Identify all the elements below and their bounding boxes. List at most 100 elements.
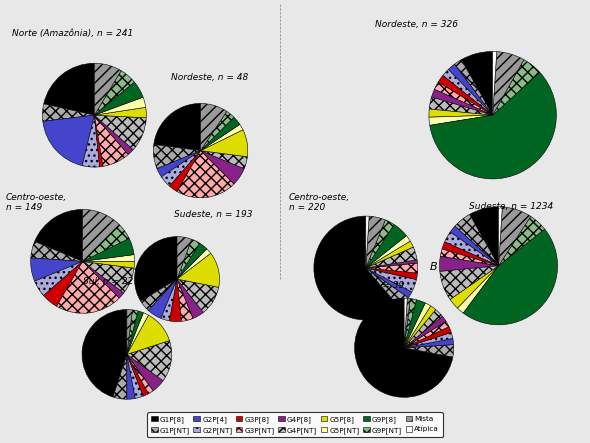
Wedge shape <box>404 310 442 348</box>
Text: A: A <box>135 262 142 272</box>
Wedge shape <box>127 310 133 354</box>
Wedge shape <box>404 298 411 348</box>
Wedge shape <box>443 70 493 115</box>
Wedge shape <box>44 261 83 306</box>
Wedge shape <box>404 303 431 348</box>
Wedge shape <box>83 261 124 298</box>
Wedge shape <box>82 115 100 167</box>
Wedge shape <box>366 268 412 298</box>
Wedge shape <box>83 210 119 261</box>
Wedge shape <box>127 341 172 381</box>
Wedge shape <box>404 306 436 348</box>
Wedge shape <box>366 225 407 268</box>
Wedge shape <box>448 64 493 115</box>
Wedge shape <box>366 263 418 273</box>
Wedge shape <box>94 115 128 167</box>
Wedge shape <box>94 115 146 150</box>
Wedge shape <box>366 216 369 268</box>
Wedge shape <box>201 111 234 151</box>
Wedge shape <box>177 243 206 279</box>
Wedge shape <box>42 104 94 121</box>
Wedge shape <box>127 311 143 354</box>
Wedge shape <box>404 316 446 348</box>
Text: Centro-oeste,
n = 149: Centro-oeste, n = 149 <box>6 193 67 212</box>
Wedge shape <box>177 279 204 319</box>
Wedge shape <box>148 279 177 319</box>
Wedge shape <box>201 103 227 151</box>
Wedge shape <box>201 124 243 151</box>
Wedge shape <box>127 354 135 399</box>
Wedge shape <box>154 103 201 151</box>
Wedge shape <box>355 298 453 397</box>
Wedge shape <box>499 207 502 266</box>
Wedge shape <box>463 229 558 325</box>
Wedge shape <box>404 321 449 348</box>
Wedge shape <box>44 63 94 115</box>
Wedge shape <box>429 109 493 117</box>
Text: Norte (Amazônia), n = 241: Norte (Amazônia), n = 241 <box>12 29 133 38</box>
Wedge shape <box>440 256 499 272</box>
Wedge shape <box>113 354 127 399</box>
Wedge shape <box>404 332 453 348</box>
Wedge shape <box>404 345 454 357</box>
Wedge shape <box>430 72 556 179</box>
Wedge shape <box>31 241 83 261</box>
Wedge shape <box>429 115 493 125</box>
Text: Sudeste, n = 1234: Sudeste, n = 1234 <box>469 202 553 210</box>
Wedge shape <box>201 151 247 169</box>
Wedge shape <box>157 151 201 177</box>
Wedge shape <box>366 268 417 292</box>
Wedge shape <box>366 260 418 268</box>
Wedge shape <box>457 266 499 313</box>
Wedge shape <box>499 216 545 266</box>
Wedge shape <box>161 151 201 186</box>
Wedge shape <box>440 249 499 266</box>
Wedge shape <box>404 338 454 348</box>
Wedge shape <box>366 268 418 280</box>
Wedge shape <box>366 216 385 268</box>
Wedge shape <box>177 151 234 198</box>
Wedge shape <box>94 82 143 115</box>
Wedge shape <box>366 247 417 268</box>
Wedge shape <box>461 51 493 115</box>
Wedge shape <box>450 266 499 308</box>
Wedge shape <box>161 279 177 321</box>
Text: Nordeste, n = 48: Nordeste, n = 48 <box>171 73 248 82</box>
Wedge shape <box>94 107 146 118</box>
Wedge shape <box>314 216 399 320</box>
Wedge shape <box>438 75 493 115</box>
Legend: G1P[8], G1P[NT], G2P[4], G2P[NT], G3P[8], G3P[NT], G4P[8], G4P[NT], G5P[8], G5P[: G1P[8], G1P[NT], G2P[4], G2P[NT], G3P[8]… <box>148 412 442 437</box>
Wedge shape <box>94 97 146 115</box>
Wedge shape <box>177 249 211 279</box>
Wedge shape <box>404 299 417 348</box>
Wedge shape <box>470 207 499 266</box>
Wedge shape <box>31 258 83 281</box>
Wedge shape <box>434 82 493 115</box>
Wedge shape <box>493 51 497 115</box>
Wedge shape <box>83 255 135 261</box>
Wedge shape <box>455 214 499 266</box>
Wedge shape <box>493 51 524 115</box>
Wedge shape <box>177 239 200 279</box>
Wedge shape <box>94 115 133 155</box>
Wedge shape <box>169 151 201 191</box>
Wedge shape <box>127 313 149 354</box>
Wedge shape <box>141 279 177 311</box>
Wedge shape <box>201 117 240 151</box>
Wedge shape <box>366 241 413 268</box>
Text: Sul, n = 22: Sul, n = 22 <box>83 277 133 286</box>
Wedge shape <box>83 225 129 261</box>
Wedge shape <box>127 310 138 354</box>
Wedge shape <box>135 237 177 301</box>
Wedge shape <box>127 354 143 398</box>
Wedge shape <box>404 326 451 348</box>
Text: Sul, n = 59: Sul, n = 59 <box>354 281 404 290</box>
Text: Nordeste, n = 326: Nordeste, n = 326 <box>375 20 458 29</box>
Wedge shape <box>82 310 127 397</box>
Wedge shape <box>499 207 531 266</box>
Text: B: B <box>430 262 437 272</box>
Text: Sudeste, n = 193: Sudeste, n = 193 <box>174 210 253 219</box>
Wedge shape <box>177 237 192 279</box>
Wedge shape <box>169 279 182 322</box>
Wedge shape <box>445 232 499 266</box>
